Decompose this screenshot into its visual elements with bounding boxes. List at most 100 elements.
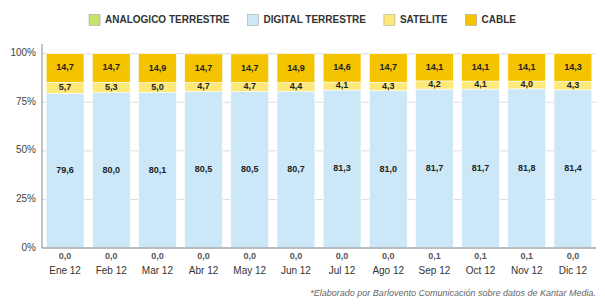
x-tick-label: Jun 12 xyxy=(281,265,311,276)
legend-item: SATELITE xyxy=(384,14,448,26)
bar-segment xyxy=(231,92,269,248)
data-label: 0,0 xyxy=(59,251,72,261)
data-label: 80,5 xyxy=(241,164,259,174)
data-label: 0,0 xyxy=(105,251,118,261)
bar-segment xyxy=(138,92,176,248)
bar-segment xyxy=(92,93,130,248)
data-label: 14,7 xyxy=(102,62,120,72)
legend: ANALOGICO TERRESTRE DIGITAL TERRESTRE SATE… xyxy=(89,14,516,26)
data-label: 0,0 xyxy=(382,251,395,261)
data-label: 0,0 xyxy=(567,251,580,261)
y-tick-label: 25% xyxy=(16,193,36,204)
data-label: 4,3 xyxy=(382,81,395,91)
bar-segment xyxy=(46,82,84,93)
x-tick-label: Ago 12 xyxy=(372,265,404,276)
bar-segment xyxy=(369,91,407,248)
data-label: 0,0 xyxy=(151,251,164,261)
legend-item: ANALOGICO TERRESTRE xyxy=(89,14,230,26)
bar-segment xyxy=(554,54,592,82)
legend-swatch xyxy=(89,15,100,26)
legend-label: CABLE xyxy=(482,14,517,25)
legend-label: SATELITE xyxy=(400,14,448,25)
x-tick-label: Feb 12 xyxy=(96,265,128,276)
data-label: 14,1 xyxy=(518,62,536,72)
grid-line xyxy=(42,248,596,249)
data-label: 14,7 xyxy=(195,63,213,73)
legend-swatch xyxy=(247,15,258,26)
bar-segment xyxy=(46,54,84,83)
data-label: 5,7 xyxy=(59,82,72,92)
x-tick-label: Oct 12 xyxy=(466,265,496,276)
bar-segment xyxy=(138,54,176,83)
data-label: 14,6 xyxy=(333,62,351,72)
data-label: 14,9 xyxy=(149,63,167,73)
bar-segment xyxy=(369,54,407,83)
data-label: 14,7 xyxy=(241,63,259,73)
data-label: 0,0 xyxy=(243,251,256,261)
bar-segment xyxy=(185,92,223,248)
data-labels: 0,00,00,00,00,00,00,00,00,10,10,10,079,6… xyxy=(56,62,581,262)
data-label: 80,5 xyxy=(195,164,213,174)
data-label: 14,7 xyxy=(379,62,397,72)
bar-segment xyxy=(92,82,130,92)
data-label: 4,7 xyxy=(243,81,256,91)
data-label: 80,7 xyxy=(287,164,305,174)
data-label: 4,7 xyxy=(197,81,210,91)
bar-segment xyxy=(554,90,592,248)
data-label: 0,1 xyxy=(474,251,487,261)
legend-label: DIGITAL TERRESTRE xyxy=(263,14,366,25)
y-tick-label: 50% xyxy=(16,144,36,155)
data-label: 0,1 xyxy=(520,251,533,261)
data-label: 4,0 xyxy=(520,79,533,89)
data-label: 4,3 xyxy=(567,80,580,90)
data-label: 81,7 xyxy=(472,163,490,173)
legend-swatch xyxy=(384,15,395,26)
data-label: 4,2 xyxy=(428,79,441,89)
legend-label: ANALOGICO TERRESTRE xyxy=(105,14,230,25)
data-label: 14,7 xyxy=(56,62,74,72)
chart: 0%25%50%75%100%0,00,00,00,00,00,00,00,00… xyxy=(0,0,605,304)
data-label: 4,4 xyxy=(290,81,303,91)
bar-segment xyxy=(185,54,223,83)
page: {"chart_data": { "type": "bar", "stacked… xyxy=(0,0,605,304)
x-tick-label: Abr 12 xyxy=(189,265,219,276)
data-label: 14,3 xyxy=(564,62,582,72)
bar-segment xyxy=(92,54,130,83)
y-axis-line xyxy=(42,44,43,248)
y-ticks: 0%25%50%75%100% xyxy=(10,47,36,252)
bar-segment xyxy=(277,54,315,83)
data-label: 14,9 xyxy=(287,63,305,73)
data-label: 14,1 xyxy=(426,62,444,72)
annotation: *Elaborado por Barlovento Comunicación s… xyxy=(310,288,596,298)
bar-segment xyxy=(462,54,500,81)
bar-segment xyxy=(462,89,500,248)
x-ticks: Ene 12Feb 12Mar 12Abr 12May 12Jun 12Jul … xyxy=(49,265,587,276)
data-label: 81,8 xyxy=(518,163,536,173)
data-label: 5,3 xyxy=(105,82,118,92)
legend-item: CABLE xyxy=(466,14,517,26)
data-label: 0,0 xyxy=(336,251,349,261)
bar-segment xyxy=(323,54,361,82)
data-label: 0,0 xyxy=(197,251,210,261)
legend-swatch xyxy=(466,15,477,26)
bar-segment xyxy=(277,91,315,248)
data-label: 81,4 xyxy=(564,163,582,173)
data-label: 14,1 xyxy=(472,62,490,72)
data-label: 81,0 xyxy=(379,164,397,174)
x-tick-label: Dic 12 xyxy=(559,265,588,276)
legend-item: DIGITAL TERRESTRE xyxy=(247,14,366,26)
y-tick-label: 75% xyxy=(16,96,36,107)
y-tick-label: 100% xyxy=(10,47,36,58)
data-label: 0,0 xyxy=(290,251,303,261)
x-tick-label: Ene 12 xyxy=(49,265,81,276)
x-tick-label: May 12 xyxy=(233,265,266,276)
bar-segment xyxy=(323,90,361,248)
grid xyxy=(42,54,596,248)
bar-segment xyxy=(138,83,176,93)
x-tick-label: Nov 12 xyxy=(511,265,543,276)
bar-segment xyxy=(231,54,269,83)
x-tick-label: Sep 12 xyxy=(419,265,451,276)
bars xyxy=(46,54,592,248)
data-label: 80,1 xyxy=(149,165,167,175)
data-label: 4,1 xyxy=(474,79,487,89)
